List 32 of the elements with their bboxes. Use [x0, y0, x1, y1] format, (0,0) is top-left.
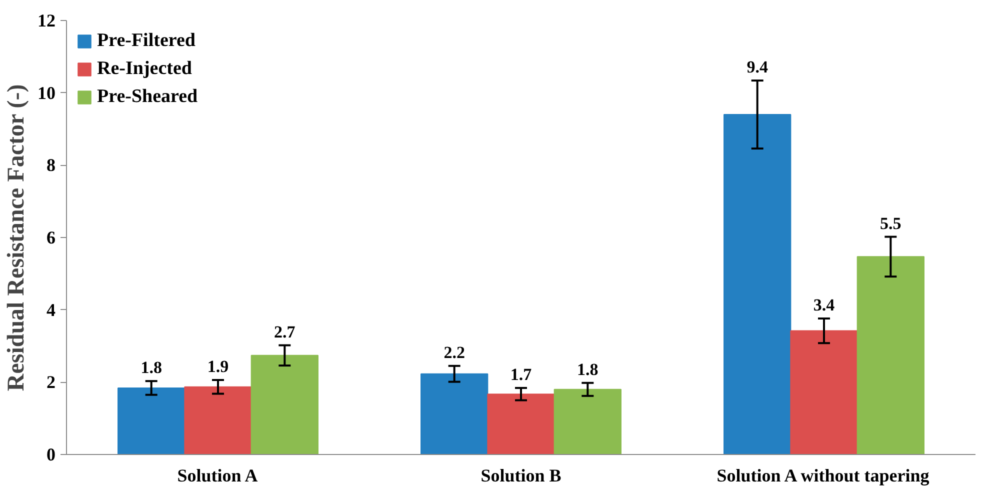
data-label: 2.7: [274, 322, 296, 342]
x-tick-label: Solution A without tapering: [716, 466, 930, 486]
x-tick-label: Solution B: [480, 466, 562, 486]
y-axis-title: Residual Resistance Factor (-): [4, 84, 30, 392]
bar: [250, 354, 318, 454]
data-label: 1.7: [510, 364, 532, 384]
legend-label: Pre-Filtered: [97, 30, 196, 52]
data-label: 1.9: [207, 356, 229, 376]
data-label: 1.8: [577, 360, 598, 379]
data-label: 3.4: [813, 296, 836, 315]
bar: [554, 388, 622, 454]
data-label: 5.5: [880, 214, 902, 233]
bar: [420, 373, 488, 454]
data-label: 2.2: [444, 342, 465, 362]
bar: [487, 394, 555, 454]
x-tick-label: Solution A: [177, 466, 258, 486]
bar: [118, 387, 186, 454]
bar: [790, 330, 858, 454]
bar: [184, 386, 252, 454]
bar: [724, 114, 792, 454]
y-tick-label: 0: [46, 444, 56, 464]
y-tick-label: 6: [46, 228, 56, 248]
y-tick-label: 12: [38, 10, 56, 30]
y-tick-label: 10: [38, 82, 56, 103]
y-tick-label: 4: [46, 300, 56, 320]
legend-label: Re-Injected: [97, 58, 192, 80]
bar: [856, 256, 924, 454]
data-label: 9.4: [746, 58, 768, 77]
legend-label: Pre-Sheared: [97, 86, 198, 108]
data-label: 1.8: [140, 358, 162, 378]
y-tick-label: 2: [46, 372, 56, 392]
y-tick-label: 8: [46, 155, 56, 176]
